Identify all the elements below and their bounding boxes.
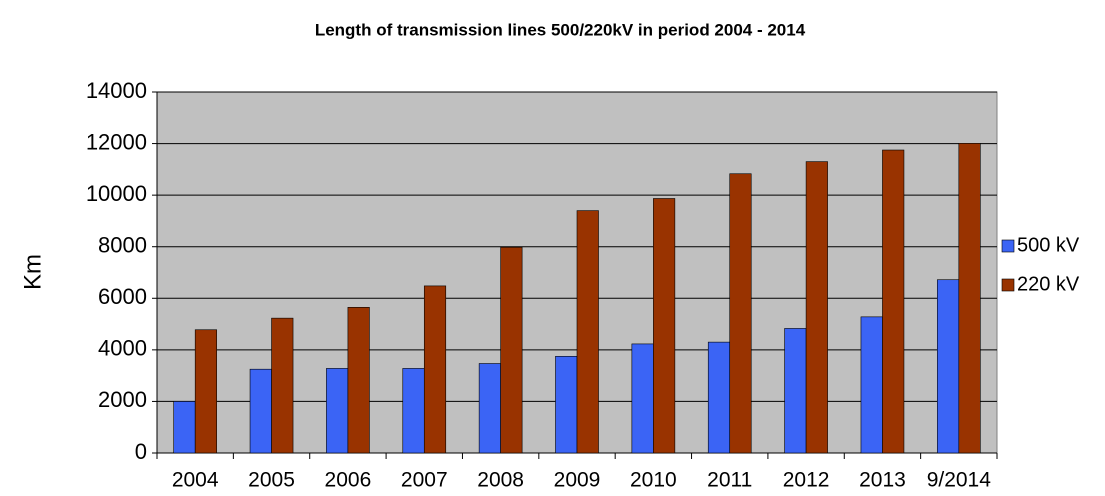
bar (402, 368, 425, 454)
x-tick-label: 2013 (859, 469, 906, 492)
x-tick-label: 2007 (401, 469, 448, 492)
bar (784, 328, 807, 454)
x-tick-label: 2010 (630, 469, 677, 492)
bar (173, 401, 196, 454)
legend-label: 220 kV (1017, 273, 1080, 295)
x-tick-label: 2008 (477, 469, 524, 492)
bar (555, 356, 578, 454)
bar (805, 161, 828, 454)
bar (860, 316, 883, 454)
x-tick-label: 2004 (172, 469, 219, 492)
bar (729, 173, 752, 454)
bar (249, 368, 272, 454)
y-tick-label: 6000 (98, 284, 147, 309)
y-tick-label: 2000 (98, 387, 147, 412)
bar (958, 143, 981, 454)
y-tick-label: 4000 (98, 336, 147, 361)
x-tick-label: 2005 (248, 469, 295, 492)
y-tick-label: 10000 (86, 181, 147, 206)
x-tick-label: 2011 (707, 469, 752, 492)
bar (882, 149, 905, 454)
bar (478, 363, 501, 454)
x-tick-label: 2009 (554, 469, 601, 492)
y-axis-label: Km (19, 254, 46, 290)
y-tick-label: 14000 (86, 78, 147, 103)
y-tick-label: 0 (135, 439, 147, 464)
bar (326, 368, 349, 454)
bar (576, 210, 599, 454)
bar (937, 279, 960, 454)
bar (631, 343, 654, 454)
legend-swatch (1001, 278, 1015, 292)
chart-title: Length of transmission lines 500/220kV i… (315, 20, 806, 39)
bar (271, 317, 294, 454)
bar (347, 307, 370, 454)
legend-label: 500 kV (1017, 234, 1080, 256)
bar (423, 285, 447, 454)
x-tick-label: 9/2014 (927, 469, 992, 492)
bar (653, 198, 676, 454)
x-tick-label: 2012 (783, 469, 830, 492)
legend-swatch (1001, 239, 1015, 253)
bar (707, 341, 731, 454)
x-tick-label: 2006 (325, 469, 372, 492)
bar (194, 329, 217, 454)
y-tick-label: 12000 (86, 129, 147, 154)
bar (500, 246, 523, 454)
y-tick-label: 8000 (98, 233, 147, 258)
